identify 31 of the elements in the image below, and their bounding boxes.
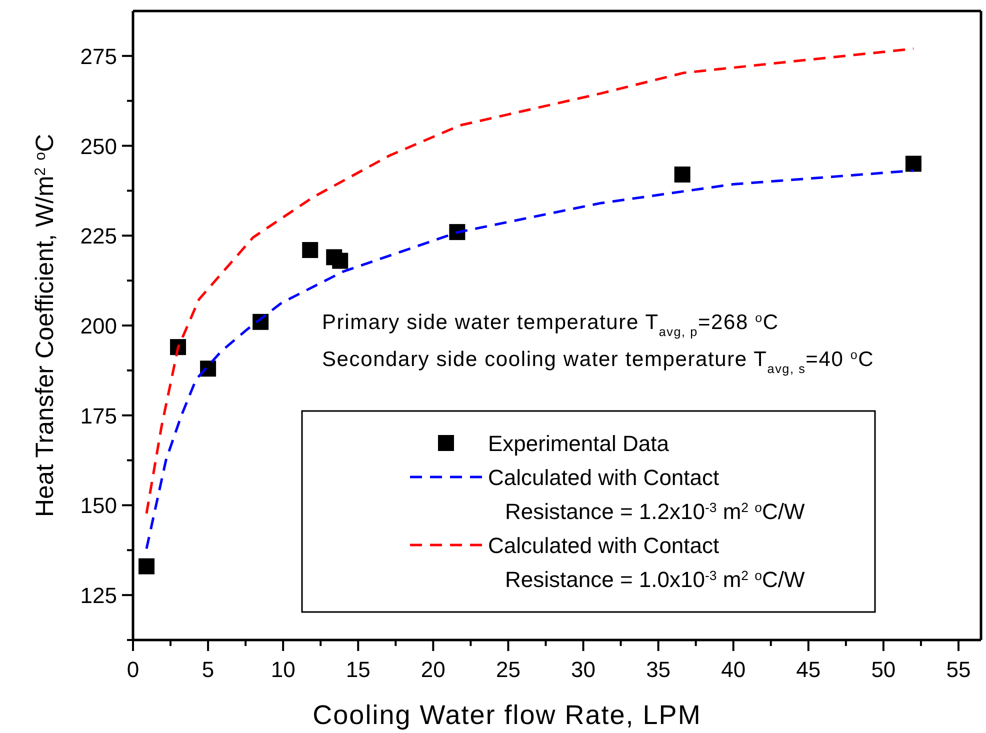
y-tick-label: 250	[80, 134, 117, 159]
y-tick-label: 200	[80, 314, 117, 338]
legend-label: Calculated with Contact Resistance = 1.2x10$^{-3}$ m$^{2}$ $^{o}$C/W	[488, 465, 805, 524]
point	[449, 224, 466, 240]
x-axis-title: Cooling Water flow Rate, LPM	[312, 700, 702, 730]
y-tick-label: 125	[80, 583, 117, 608]
x-tick-label: 25	[496, 657, 520, 682]
x-tick-label: 0	[126, 657, 140, 682]
y-tick-label: 150	[80, 493, 117, 518]
x-tick-label: 20	[420, 657, 446, 682]
x-tick-label: 10	[270, 657, 296, 682]
y-tick-label: 175	[80, 403, 117, 428]
annotation: Primary side water temperature T$_{avg, p}$=268 $^{o}$C	[322, 311, 779, 339]
x-tick-label: 50	[871, 657, 896, 682]
y-tick-label: 225	[80, 224, 117, 249]
point	[905, 156, 922, 172]
x-tick-label: 30	[571, 657, 596, 682]
legend-label: Experimental Data	[488, 431, 670, 456]
x-tick-label: 15	[346, 657, 370, 682]
point	[302, 242, 318, 258]
point	[332, 252, 348, 269]
x-tick-label: 55	[946, 657, 971, 682]
x-tick-label: 40	[721, 657, 746, 682]
point	[138, 558, 155, 574]
y-tick-label: 275	[80, 44, 117, 69]
point	[674, 166, 690, 183]
legend-label: Calculated with Contact Resistance = 1.0x10$^{-3}$ m$^{2}$ $^{o}$C/W	[488, 533, 805, 592]
x-tick-label: 35	[646, 657, 671, 682]
x-tick-label: 5	[202, 657, 214, 682]
x-tick-label: 45	[796, 657, 821, 682]
annotation: Secondary side cooling water temperature T$_{avg, s}$=40 $^{o}$C	[322, 348, 874, 376]
